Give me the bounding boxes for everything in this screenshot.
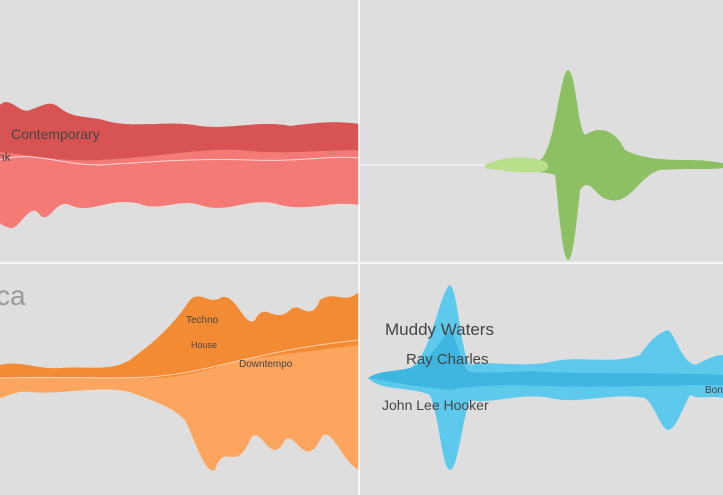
stream-layer xyxy=(485,157,549,173)
stream-label: Muddy Waters xyxy=(385,320,494,339)
stream-red xyxy=(0,102,360,229)
stream-layer xyxy=(0,102,359,161)
stream-edge xyxy=(0,339,360,379)
stream-layer xyxy=(485,70,723,260)
stream-label: Downtempo xyxy=(239,359,293,370)
panel-title: ca xyxy=(0,280,26,311)
stream-green xyxy=(359,70,723,260)
stream-blue xyxy=(368,285,723,470)
stream-label: House xyxy=(191,340,217,350)
stream-edge xyxy=(0,156,360,166)
stream-layer xyxy=(368,330,723,390)
stream-label: Contemporary xyxy=(11,126,100,142)
stream-label: Techno xyxy=(186,315,219,326)
stream-label: Ray Charles xyxy=(406,351,489,368)
stream-label: Bonn xyxy=(705,385,723,396)
stream-label: John Lee Hooker xyxy=(382,397,489,413)
stream-orange xyxy=(0,292,360,471)
stream-layer xyxy=(0,292,359,378)
stream-label: nk xyxy=(0,150,12,164)
